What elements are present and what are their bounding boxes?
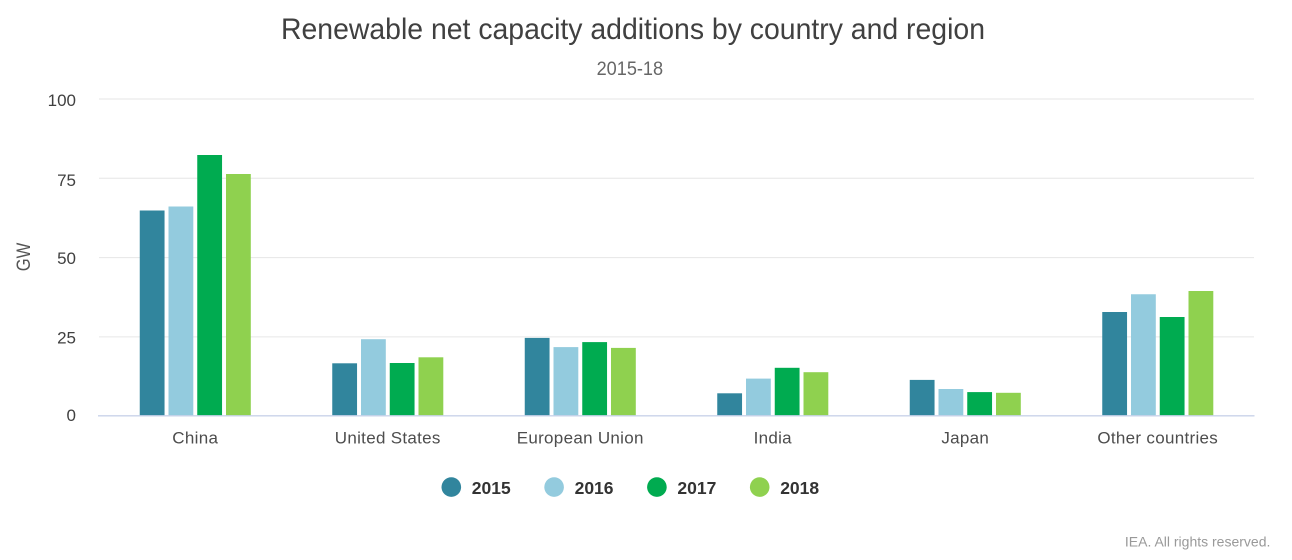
svg-text:2015-18: 2015-18 [597, 59, 664, 80]
svg-text:2017: 2017 [677, 478, 716, 498]
svg-text:United States: United States [335, 429, 441, 448]
svg-text:GW: GW [14, 242, 35, 271]
svg-text:China: China [172, 429, 218, 448]
svg-text:2016: 2016 [575, 478, 614, 498]
svg-text:100: 100 [48, 91, 76, 110]
svg-text:IEA. All rights reserved.: IEA. All rights reserved. [1125, 533, 1271, 549]
svg-text:75: 75 [57, 171, 76, 190]
svg-text:European Union: European Union [517, 429, 644, 448]
svg-text:Japan: Japan [941, 429, 989, 448]
svg-text:25: 25 [57, 328, 76, 347]
svg-text:0: 0 [67, 406, 76, 425]
svg-text:India: India [754, 429, 793, 448]
svg-text:Renewable net capacity additio: Renewable net capacity additions by coun… [281, 13, 985, 46]
svg-text:2015: 2015 [472, 478, 511, 498]
svg-text:2018: 2018 [780, 478, 819, 498]
svg-text:Other countries: Other countries [1097, 429, 1218, 448]
svg-text:50: 50 [57, 249, 76, 268]
